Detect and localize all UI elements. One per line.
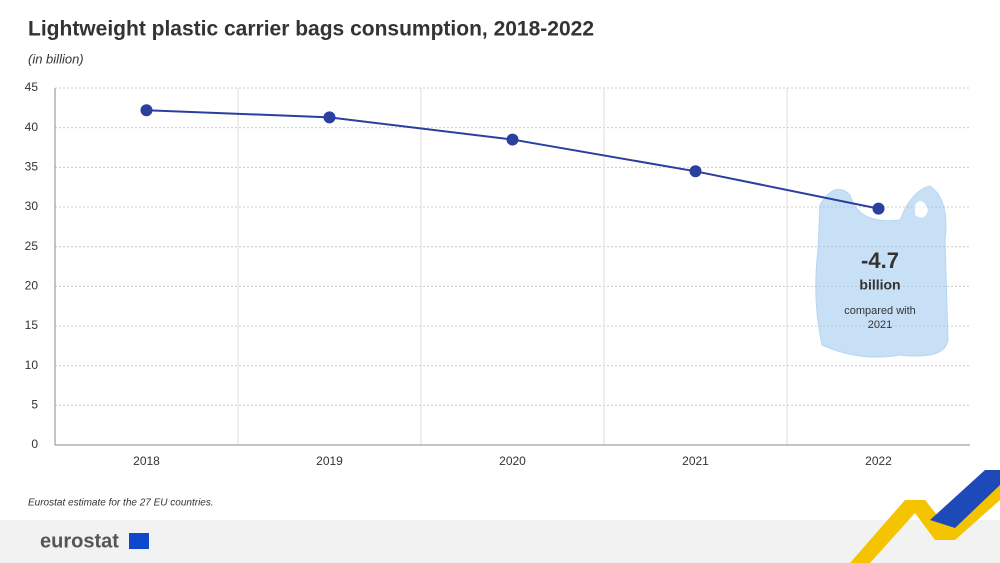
decoration [930, 470, 1000, 528]
x-tick-label: 2018 [133, 454, 160, 468]
eu-flag [129, 533, 149, 549]
y-tick-label: 35 [25, 160, 39, 174]
y-tick-label: 25 [25, 239, 39, 253]
footer-band [0, 520, 1000, 563]
x-tick-label: 2021 [682, 454, 709, 468]
y-tick-label: 0 [31, 437, 38, 451]
x-tick-label: 2022 [865, 454, 892, 468]
y-tick-label: 5 [31, 398, 38, 412]
annotation-unit: billion [859, 277, 900, 293]
chart-subtitle: (in billion) [28, 51, 84, 66]
point [140, 104, 153, 117]
point [323, 111, 336, 124]
y-tick-label: 15 [25, 318, 39, 332]
point [689, 165, 702, 178]
decoration [850, 470, 1000, 563]
bag-illustration [815, 185, 949, 358]
line [146, 109, 879, 210]
x-tick-label: 2020 [499, 454, 526, 468]
y-tick-label: 30 [25, 199, 39, 213]
annotation-note: 2021 [868, 319, 892, 331]
y-tick-label: 10 [25, 358, 39, 372]
y-tick-label: 40 [25, 120, 39, 134]
x-tick-label: 2019 [316, 454, 343, 468]
chart-title: Lightweight plastic carrier bags consump… [28, 18, 594, 41]
footnote: Eurostat estimate for the 27 EU countrie… [28, 498, 214, 509]
annotation-note: compared with [844, 305, 916, 317]
logo: eurostat [40, 530, 119, 552]
y-tick-label: 45 [25, 80, 39, 94]
y-tick-label: 20 [25, 279, 39, 293]
point [872, 202, 885, 215]
point [506, 133, 519, 146]
annotation-value: -4.7 [861, 248, 899, 273]
